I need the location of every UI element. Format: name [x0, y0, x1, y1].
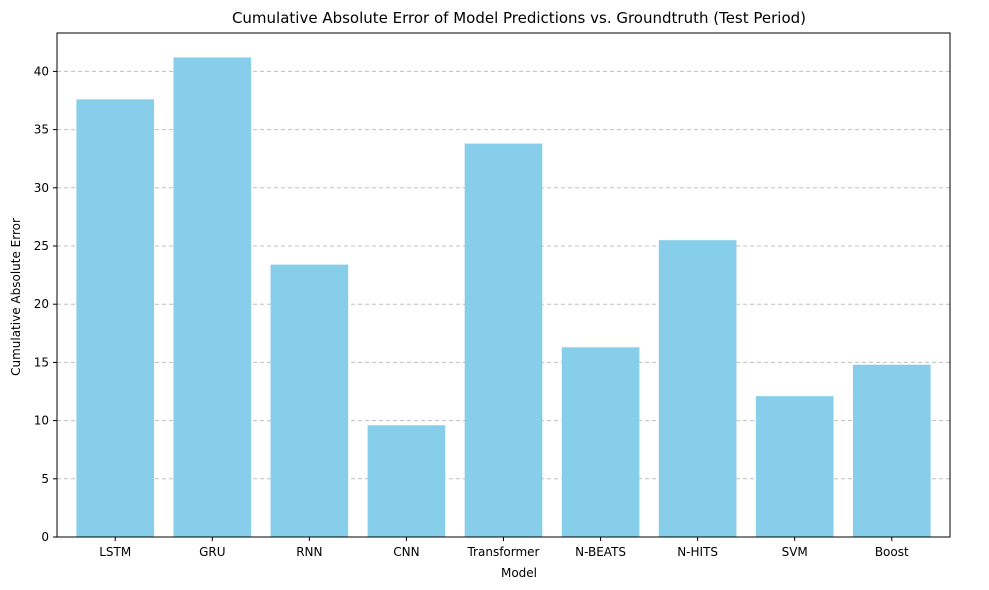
- x-axis-label: Model: [501, 566, 537, 580]
- y-tick-label: 5: [41, 472, 49, 486]
- x-tick-label: CNN: [393, 545, 419, 559]
- bar-transformer: [464, 143, 543, 537]
- y-tick-label: 25: [34, 239, 49, 253]
- bar-n-hits: [658, 240, 737, 537]
- x-tick-label: GRU: [199, 545, 225, 559]
- x-tick-label: Transformer: [466, 545, 539, 559]
- y-axis-ticks: 0 5 10 15 20 25 30 35 40: [34, 64, 57, 544]
- x-tick-label: RNN: [296, 545, 322, 559]
- y-tick-label: 30: [34, 181, 49, 195]
- y-tick-label: 40: [34, 64, 49, 78]
- y-tick-label: 10: [34, 414, 49, 428]
- bar-rnn: [270, 264, 349, 537]
- bars: [76, 57, 931, 537]
- chart-title: Cumulative Absolute Error of Model Predi…: [232, 9, 806, 27]
- bar-cnn: [367, 425, 446, 537]
- bar-lstm: [76, 99, 155, 537]
- x-tick-label: N-HITS: [677, 545, 718, 559]
- y-tick-label: 0: [41, 530, 49, 544]
- y-axis-label: Cumulative Absolute Error: [9, 218, 23, 376]
- bar-svm: [755, 396, 834, 537]
- y-tick-label: 15: [34, 355, 49, 369]
- bar-n-beats: [561, 347, 640, 537]
- y-tick-label: 35: [34, 123, 49, 137]
- y-tick-label: 20: [34, 297, 49, 311]
- bar-gru: [173, 57, 252, 537]
- x-tick-label: LSTM: [99, 545, 131, 559]
- bar-boost: [852, 364, 931, 537]
- x-tick-label: Boost: [875, 545, 909, 559]
- x-tick-label: SVM: [782, 545, 808, 559]
- x-tick-label: N-BEATS: [575, 545, 626, 559]
- x-axis-ticks: LSTM GRU RNN CNN Transformer N-BEATS N-HITS SVM…: [99, 537, 909, 559]
